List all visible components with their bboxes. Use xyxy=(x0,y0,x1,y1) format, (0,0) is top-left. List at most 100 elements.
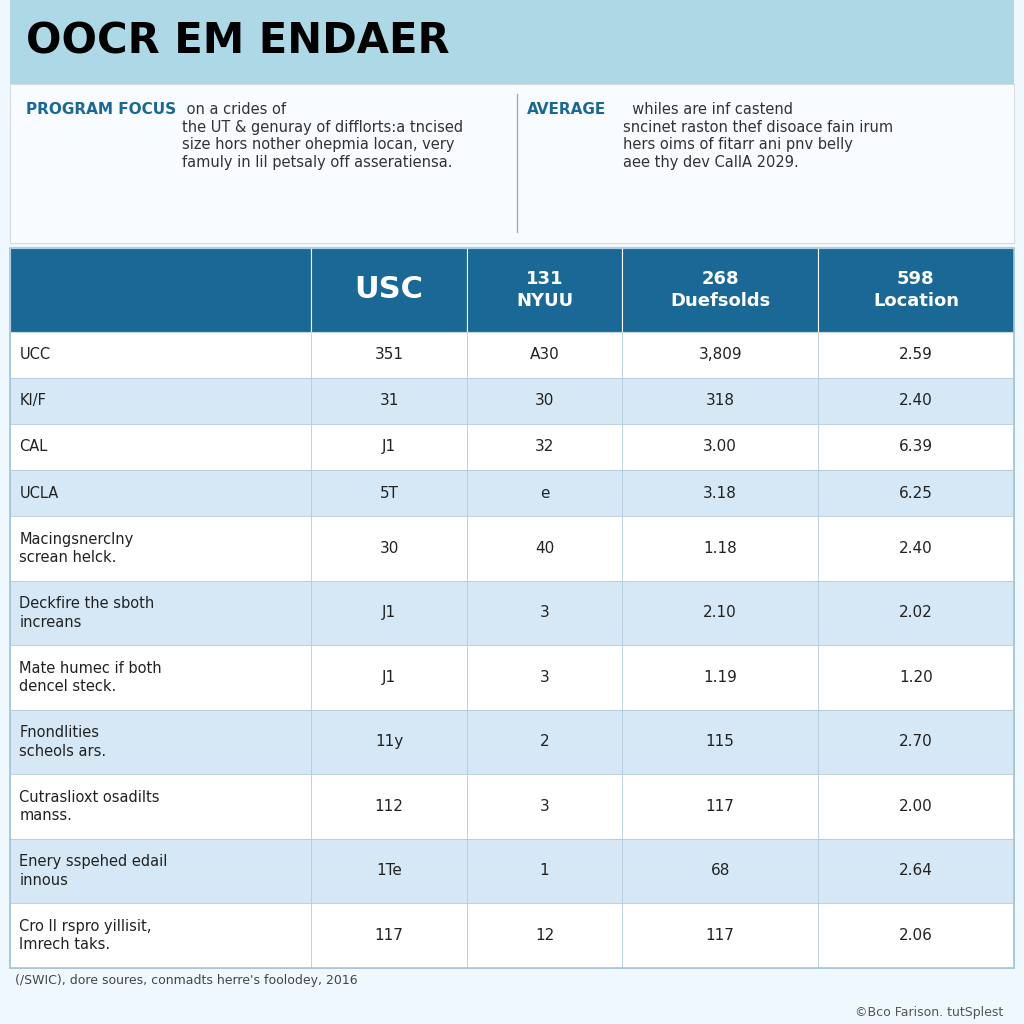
Text: 1: 1 xyxy=(540,863,550,879)
FancyBboxPatch shape xyxy=(467,378,623,424)
Text: Macingsnerclny
screan helck.: Macingsnerclny screan helck. xyxy=(19,531,134,565)
FancyBboxPatch shape xyxy=(10,903,311,968)
FancyBboxPatch shape xyxy=(10,774,311,839)
FancyBboxPatch shape xyxy=(311,774,467,839)
FancyBboxPatch shape xyxy=(311,332,467,378)
Text: OOCR EM ENDAER: OOCR EM ENDAER xyxy=(26,20,450,63)
FancyBboxPatch shape xyxy=(623,332,818,378)
FancyBboxPatch shape xyxy=(623,378,818,424)
FancyBboxPatch shape xyxy=(623,903,818,968)
Text: 2.64: 2.64 xyxy=(899,863,933,879)
Text: 117: 117 xyxy=(706,799,734,814)
FancyBboxPatch shape xyxy=(311,424,467,470)
Text: 3: 3 xyxy=(540,799,550,814)
FancyBboxPatch shape xyxy=(818,774,1014,839)
FancyBboxPatch shape xyxy=(818,424,1014,470)
FancyBboxPatch shape xyxy=(623,774,818,839)
FancyBboxPatch shape xyxy=(818,378,1014,424)
FancyBboxPatch shape xyxy=(311,378,467,424)
Text: 3: 3 xyxy=(540,670,550,685)
Text: 2: 2 xyxy=(540,734,550,750)
FancyBboxPatch shape xyxy=(623,516,818,581)
FancyBboxPatch shape xyxy=(10,0,1014,84)
Text: USC: USC xyxy=(354,275,424,304)
Text: 1.18: 1.18 xyxy=(703,541,737,556)
Text: 3,809: 3,809 xyxy=(698,347,742,362)
Text: 40: 40 xyxy=(535,541,554,556)
FancyBboxPatch shape xyxy=(10,581,311,645)
FancyBboxPatch shape xyxy=(818,645,1014,710)
FancyBboxPatch shape xyxy=(467,424,623,470)
FancyBboxPatch shape xyxy=(10,839,311,903)
Text: 117: 117 xyxy=(706,928,734,943)
FancyBboxPatch shape xyxy=(311,839,467,903)
Text: Fnondlities
scheols ars.: Fnondlities scheols ars. xyxy=(19,725,106,759)
Text: 3.00: 3.00 xyxy=(703,439,737,455)
FancyBboxPatch shape xyxy=(818,839,1014,903)
Text: 2.59: 2.59 xyxy=(899,347,933,362)
Text: 351: 351 xyxy=(375,347,403,362)
FancyBboxPatch shape xyxy=(467,903,623,968)
FancyBboxPatch shape xyxy=(623,645,818,710)
FancyBboxPatch shape xyxy=(467,470,623,516)
FancyBboxPatch shape xyxy=(467,645,623,710)
Text: 31: 31 xyxy=(379,393,398,409)
FancyBboxPatch shape xyxy=(467,774,623,839)
FancyBboxPatch shape xyxy=(623,581,818,645)
Text: 131
NYUU: 131 NYUU xyxy=(516,269,573,310)
FancyBboxPatch shape xyxy=(467,581,623,645)
Text: 2.10: 2.10 xyxy=(703,605,737,621)
Text: Enery sspehed edail
innous: Enery sspehed edail innous xyxy=(19,854,168,888)
Text: whiles are inf castend
sncinet raston thef disoace fain irum
hers oims of fitarr: whiles are inf castend sncinet raston th… xyxy=(623,102,893,170)
Text: 318: 318 xyxy=(706,393,735,409)
Text: 30: 30 xyxy=(379,541,398,556)
Text: AVERAGE: AVERAGE xyxy=(527,102,606,118)
Text: PROGRAM FOCUS: PROGRAM FOCUS xyxy=(26,102,176,118)
FancyBboxPatch shape xyxy=(311,645,467,710)
Text: 2.40: 2.40 xyxy=(899,541,933,556)
FancyBboxPatch shape xyxy=(623,248,818,332)
FancyBboxPatch shape xyxy=(10,84,1014,243)
FancyBboxPatch shape xyxy=(10,645,311,710)
FancyBboxPatch shape xyxy=(311,581,467,645)
FancyBboxPatch shape xyxy=(10,378,311,424)
FancyBboxPatch shape xyxy=(623,424,818,470)
FancyBboxPatch shape xyxy=(467,248,623,332)
Text: e: e xyxy=(540,485,549,501)
Text: 112: 112 xyxy=(375,799,403,814)
Text: 5T: 5T xyxy=(380,485,398,501)
Text: Cro II rspro yillisit,
Imrech taks.: Cro II rspro yillisit, Imrech taks. xyxy=(19,919,152,952)
FancyBboxPatch shape xyxy=(311,248,467,332)
Text: 2.40: 2.40 xyxy=(899,393,933,409)
FancyBboxPatch shape xyxy=(818,332,1014,378)
FancyBboxPatch shape xyxy=(10,516,311,581)
Text: 1Te: 1Te xyxy=(376,863,402,879)
Text: 68: 68 xyxy=(711,863,730,879)
Text: 117: 117 xyxy=(375,928,403,943)
Text: 12: 12 xyxy=(535,928,554,943)
FancyBboxPatch shape xyxy=(10,424,311,470)
FancyBboxPatch shape xyxy=(818,710,1014,774)
FancyBboxPatch shape xyxy=(623,839,818,903)
Text: J1: J1 xyxy=(382,605,396,621)
FancyBboxPatch shape xyxy=(10,710,311,774)
Text: 3.18: 3.18 xyxy=(703,485,737,501)
Text: 6.25: 6.25 xyxy=(899,485,933,501)
FancyBboxPatch shape xyxy=(311,516,467,581)
FancyBboxPatch shape xyxy=(10,332,311,378)
Text: 32: 32 xyxy=(535,439,554,455)
FancyBboxPatch shape xyxy=(467,839,623,903)
Text: on a crides of
the UT & genuray of difflorts:a tncised
size hors nother ohepmia : on a crides of the UT & genuray of diffl… xyxy=(182,102,464,170)
FancyBboxPatch shape xyxy=(623,710,818,774)
Text: J1: J1 xyxy=(382,439,396,455)
Text: 2.02: 2.02 xyxy=(899,605,933,621)
Text: 1.19: 1.19 xyxy=(703,670,737,685)
FancyBboxPatch shape xyxy=(10,470,311,516)
Text: Cutraslioxt osadilts
manss.: Cutraslioxt osadilts manss. xyxy=(19,790,160,823)
Text: 1.20: 1.20 xyxy=(899,670,933,685)
FancyBboxPatch shape xyxy=(818,581,1014,645)
FancyBboxPatch shape xyxy=(818,903,1014,968)
FancyBboxPatch shape xyxy=(311,470,467,516)
FancyBboxPatch shape xyxy=(818,248,1014,332)
Text: J1: J1 xyxy=(382,670,396,685)
